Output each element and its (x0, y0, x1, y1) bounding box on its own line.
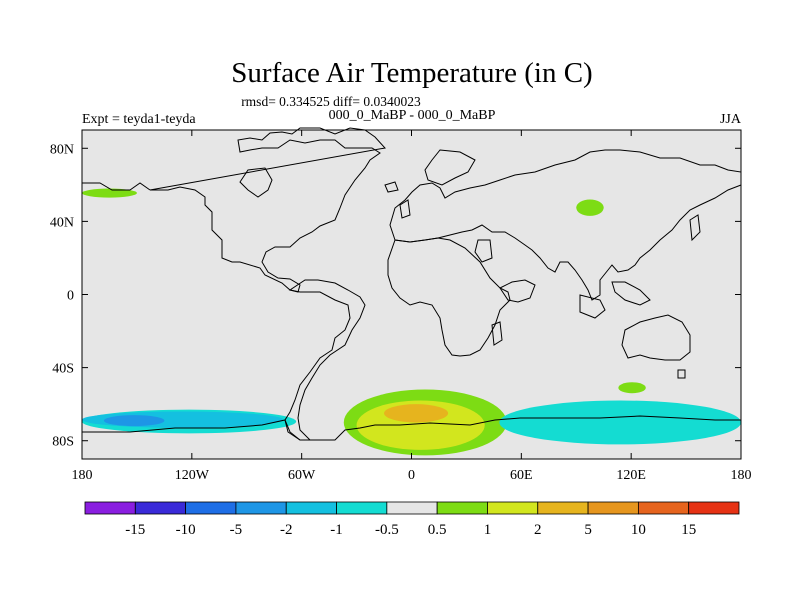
colorbar-label: 1 (484, 522, 492, 538)
coastline-new-zealand (677, 369, 686, 379)
coastline-madagascar (491, 321, 503, 346)
x-tick-label: 60W (288, 468, 316, 483)
x-tick-label: 120E (616, 468, 646, 483)
region-weddell-positive-core (384, 404, 449, 423)
stats-line: rmsd= 0.334525 diff= 0.0340023 (241, 94, 421, 109)
x-tick-label: 0 (408, 468, 415, 483)
colorbar-label: 2 (534, 522, 542, 538)
chart-title: Surface Air Temperature (in C) (231, 57, 592, 89)
colorbar-swatch (487, 501, 539, 515)
coastline-alaska (82, 182, 151, 191)
colorbar-swatch (235, 501, 287, 515)
region-greenland-sea-positive (82, 188, 137, 198)
colorbar-label: -0.5 (375, 522, 399, 538)
x-tick-label: 120W (175, 468, 210, 483)
coastline-greenland (424, 149, 476, 186)
colorbar-label: -2 (280, 522, 293, 538)
anomaly-regions (81, 188, 741, 456)
colorbar-swatch (285, 501, 337, 515)
x-tick-label: 60E (510, 468, 533, 483)
coastline-arabia (499, 279, 536, 303)
coastline-japan (689, 214, 701, 242)
y-tick-label: 0 (67, 289, 74, 304)
colorbar-swatch (336, 501, 388, 515)
coastline-eurasia (389, 149, 742, 301)
coastline-indonesia (579, 294, 606, 319)
y-tick-label: 80N (50, 142, 74, 157)
season-label: JJA (720, 112, 742, 127)
coastline-australia (621, 314, 691, 361)
region-kerguelen-positive (618, 382, 646, 394)
coastline-iceland (384, 181, 399, 193)
colorbar-swatch (637, 501, 690, 515)
colorbar-label: 10 (631, 522, 646, 538)
colorbar: -15 -10 -5 -2 -1 -0.5 0.5 1 2 5 10 15 (84, 501, 740, 538)
x-tick-label: 180 (731, 468, 752, 483)
coastline-se-asia (611, 281, 651, 306)
axes: 180 120W 60W 0 60E 120E 180 80N 40N 0 40S 80S (50, 130, 752, 483)
region-antarctic-west-deep (103, 415, 165, 427)
colorbar-swatch (185, 501, 237, 515)
coastline-caspian (474, 239, 493, 263)
colorbar-label: 5 (584, 522, 592, 538)
colorbar-swatch (436, 501, 488, 515)
colorbar-label: -15 (125, 522, 145, 538)
y-tick-label: 40S (52, 362, 74, 377)
colorbar-swatch (537, 501, 589, 515)
colorbar-label: 0.5 (428, 522, 447, 538)
colorbar-swatch (84, 501, 136, 515)
map-plot (81, 127, 742, 460)
colorbar-label: -1 (330, 522, 343, 538)
colorbar-label: -10 (176, 522, 196, 538)
coastline-north-america (149, 127, 386, 293)
colorbar-label: -5 (230, 522, 243, 538)
colorbar-label: 15 (681, 522, 696, 538)
comparison-label: 000_0_MaBP - 000_0_MaBP (329, 108, 496, 123)
coastlines (82, 127, 742, 441)
coastline-uk (399, 199, 411, 219)
coastline-africa (387, 237, 511, 357)
colorbar-swatch (688, 501, 740, 515)
colorbar-swatch (587, 501, 639, 515)
y-tick-label: 80S (52, 435, 74, 450)
region-antarctic-ocean-band-east (499, 400, 741, 445)
experiment-label: Expt = teyda1-teyda (82, 112, 196, 127)
coastline-hudson-bay (239, 167, 273, 198)
region-barents-positive (576, 199, 604, 216)
y-tick-label: 40N (50, 215, 74, 230)
x-tick-label: 180 (72, 468, 93, 483)
colorbar-swatch (386, 501, 438, 515)
coastline-antarctica (82, 415, 741, 441)
colorbar-swatch (134, 501, 187, 515)
